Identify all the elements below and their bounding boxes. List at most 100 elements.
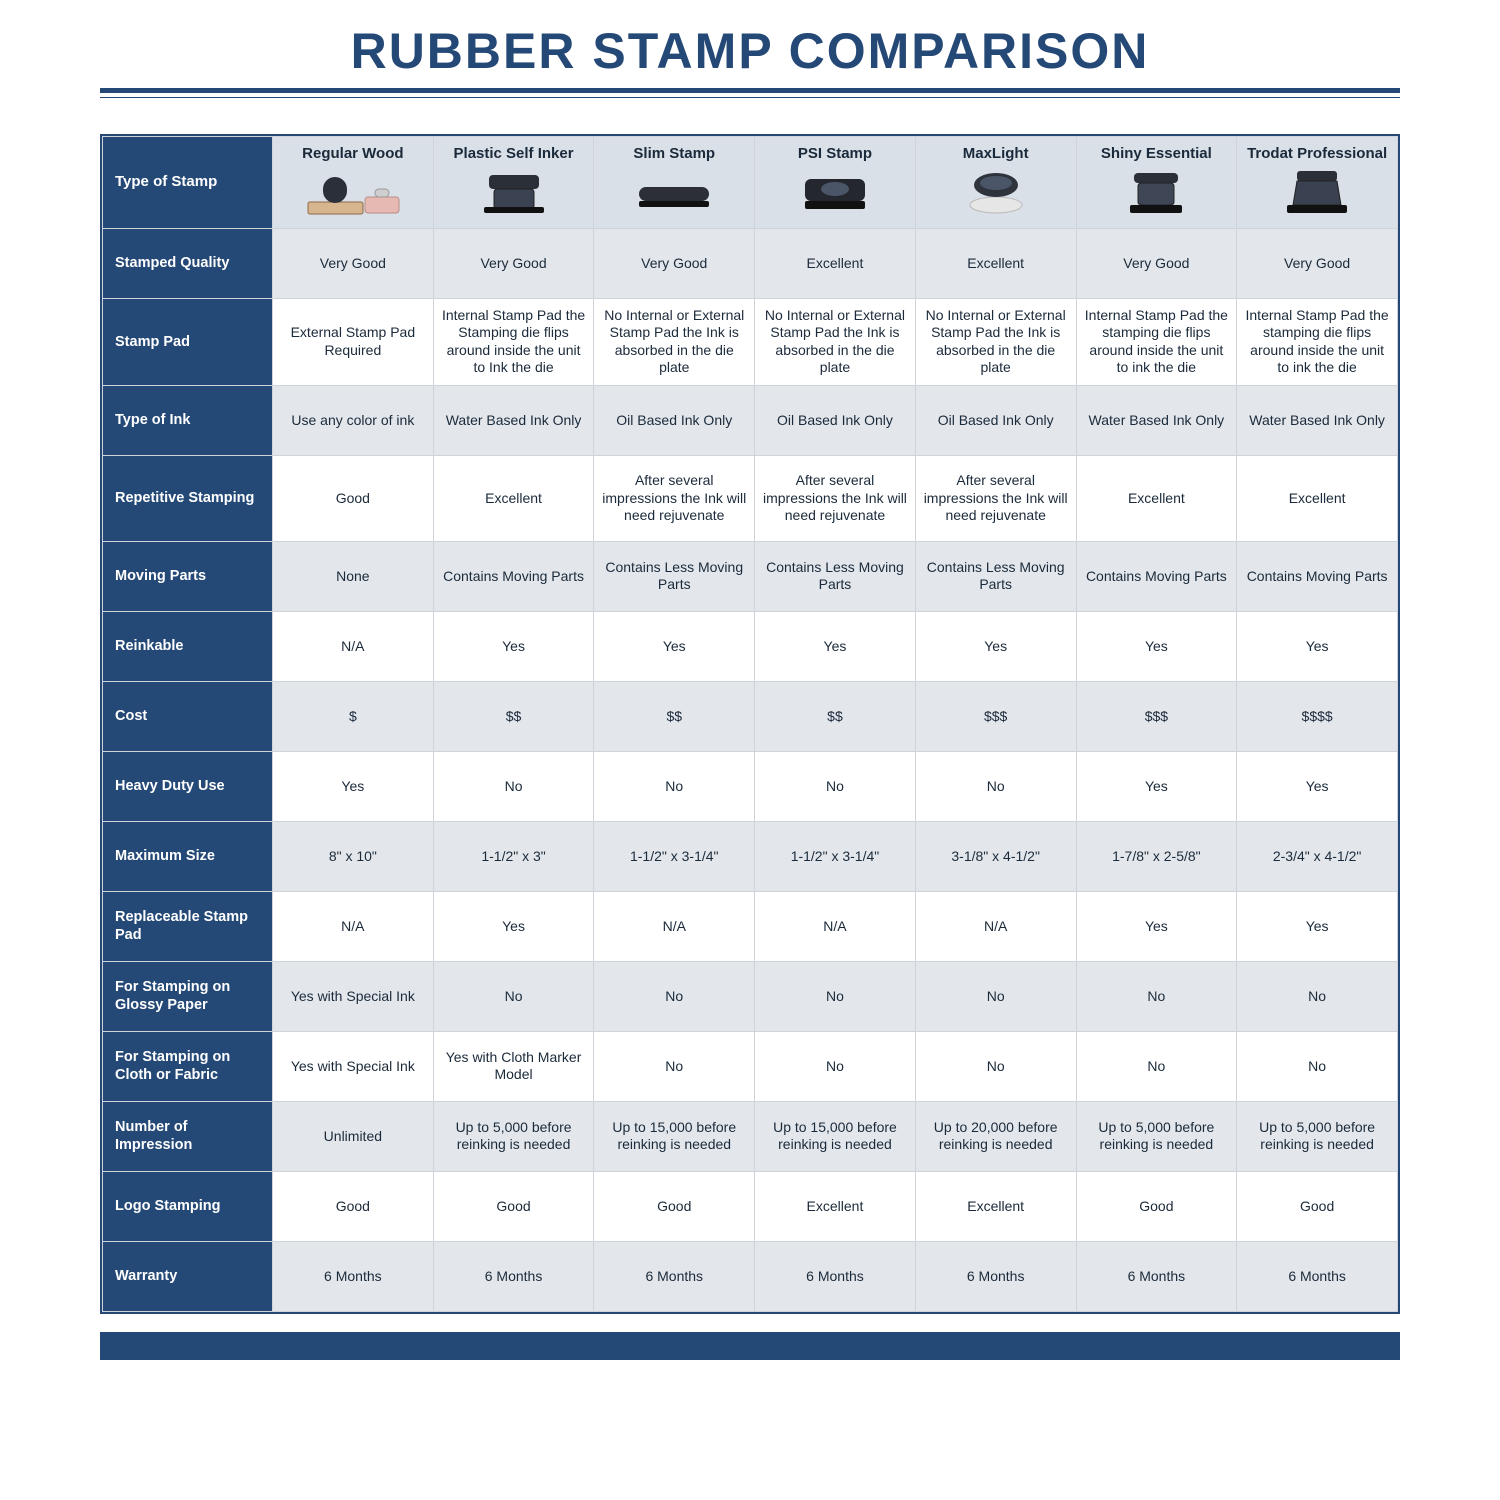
table-cell: 6 Months [755, 1241, 916, 1311]
row-header: Heavy Duty Use [103, 751, 273, 821]
table-cell: Contains Less Moving Parts [594, 541, 755, 611]
table-row: Type of InkUse any color of inkWater Bas… [103, 385, 1398, 455]
table-cell: Very Good [433, 228, 594, 298]
table-row: ReinkableN/AYesYesYesYesYesYes [103, 611, 1398, 681]
table-cell: After several impressions the Ink will n… [755, 455, 916, 541]
table-cell: Contains Moving Parts [1076, 541, 1237, 611]
table-cell: 8" x 10" [273, 821, 434, 891]
table-cell: $ [273, 681, 434, 751]
table-cell: No [594, 1031, 755, 1101]
row-header: Reinkable [103, 611, 273, 681]
table-cell: Very Good [273, 228, 434, 298]
table-cell: Yes [1237, 891, 1398, 961]
table-row: Stamped QualityVery GoodVery GoodVery Go… [103, 228, 1398, 298]
table-row: Logo StampingGoodGoodGoodExcellentExcell… [103, 1171, 1398, 1241]
col-header: MaxLight [915, 137, 1076, 229]
table-cell: Oil Based Ink Only [755, 385, 916, 455]
table-cell: No [594, 751, 755, 821]
table-cell: 2-3/4" x 4-1/2" [1237, 821, 1398, 891]
table-cell: Excellent [755, 228, 916, 298]
row-header: Maximum Size [103, 821, 273, 891]
table-cell: Up to 5,000 before reinking is needed [1076, 1101, 1237, 1171]
col-header: Shiny Essential [1076, 137, 1237, 229]
table-cell: $$ [433, 681, 594, 751]
col-header: Slim Stamp [594, 137, 755, 229]
table-cell: Up to 5,000 before reinking is needed [433, 1101, 594, 1171]
col-header: Trodat Professional [1237, 137, 1398, 229]
title-rule [100, 88, 1400, 98]
table-row: Warranty6 Months6 Months6 Months6 Months… [103, 1241, 1398, 1311]
page: RUBBER STAMP COMPARISON Type of Stamp Re… [0, 0, 1500, 1360]
table-cell: Good [594, 1171, 755, 1241]
row-header: Stamp Pad [103, 298, 273, 385]
table-cell: Yes [755, 611, 916, 681]
row-header: Stamped Quality [103, 228, 273, 298]
trodat-professional-icon [1243, 164, 1391, 220]
row-header: For Stamping on Cloth or Fabric [103, 1031, 273, 1101]
shiny-essential-icon [1083, 164, 1231, 220]
table-cell: Excellent [1076, 455, 1237, 541]
row-header: For Stamping on Glossy Paper [103, 961, 273, 1031]
table-cell: After several impressions the Ink will n… [594, 455, 755, 541]
table-cell: No [1076, 1031, 1237, 1101]
table-cell: Yes [594, 611, 755, 681]
table-cell: Oil Based Ink Only [915, 385, 1076, 455]
corner-cell: Type of Stamp [103, 137, 273, 229]
table-cell: No [1237, 961, 1398, 1031]
table-cell: No [755, 1031, 916, 1101]
table-row: Moving PartsNoneContains Moving PartsCon… [103, 541, 1398, 611]
table-cell: Good [1237, 1171, 1398, 1241]
table-cell: Contains Moving Parts [433, 541, 594, 611]
table-cell: Good [273, 1171, 434, 1241]
table-cell: N/A [594, 891, 755, 961]
table-cell: Contains Less Moving Parts [915, 541, 1076, 611]
table-cell: Contains Moving Parts [1237, 541, 1398, 611]
table-cell: Internal Stamp Pad the stamping die flip… [1237, 298, 1398, 385]
title-block: RUBBER STAMP COMPARISON [0, 0, 1500, 108]
table-cell: $$$$ [1237, 681, 1398, 751]
table-cell: Very Good [1076, 228, 1237, 298]
table-cell: 3-1/8" x 4-1/2" [915, 821, 1076, 891]
table-cell: No [755, 751, 916, 821]
table-cell: N/A [273, 611, 434, 681]
table-cell: Yes [1237, 751, 1398, 821]
table-cell: Excellent [915, 228, 1076, 298]
table-row: Replaceable Stamp PadN/AYesN/AN/AN/AYesY… [103, 891, 1398, 961]
table-cell: Up to 20,000 before reinking is needed [915, 1101, 1076, 1171]
table-cell: 6 Months [273, 1241, 434, 1311]
slim-stamp-icon [600, 164, 748, 220]
table-cell: N/A [273, 891, 434, 961]
table-cell: Yes [1076, 891, 1237, 961]
table-cell: Oil Based Ink Only [594, 385, 755, 455]
table-cell: Yes with Special Ink [273, 1031, 434, 1101]
table-cell: No [433, 961, 594, 1031]
col-header: Regular Wood [273, 137, 434, 229]
row-header: Moving Parts [103, 541, 273, 611]
table-cell: 6 Months [433, 1241, 594, 1311]
table-cell: 6 Months [1237, 1241, 1398, 1311]
table-row: Maximum Size8" x 10"1-1/2" x 3"1-1/2" x … [103, 821, 1398, 891]
table-cell: Water Based Ink Only [433, 385, 594, 455]
psi-stamp-icon [761, 164, 909, 220]
row-header: Warranty [103, 1241, 273, 1311]
table-cell: Yes [1076, 611, 1237, 681]
table-cell: No [433, 751, 594, 821]
comparison-table: Type of Stamp Regular Wood Plastic Self … [102, 136, 1398, 1312]
maxlight-stamp-icon [922, 164, 1070, 220]
table-cell: Up to 15,000 before reinking is needed [755, 1101, 916, 1171]
table-cell: $$$ [1076, 681, 1237, 751]
table-cell: Excellent [1237, 455, 1398, 541]
table-cell: No Internal or External Stamp Pad the In… [755, 298, 916, 385]
row-header: Cost [103, 681, 273, 751]
col-label: Trodat Professional [1243, 145, 1391, 164]
table-cell: Internal Stamp Pad the Stamping die flip… [433, 298, 594, 385]
table-cell: 1-1/2" x 3-1/4" [594, 821, 755, 891]
col-label: Regular Wood [279, 145, 427, 164]
col-header: Plastic Self Inker [433, 137, 594, 229]
table-cell: 6 Months [594, 1241, 755, 1311]
col-label: Slim Stamp [600, 145, 748, 164]
table-cell: No [1237, 1031, 1398, 1101]
row-header: Logo Stamping [103, 1171, 273, 1241]
table-cell: $$ [594, 681, 755, 751]
table-cell: Yes [273, 751, 434, 821]
